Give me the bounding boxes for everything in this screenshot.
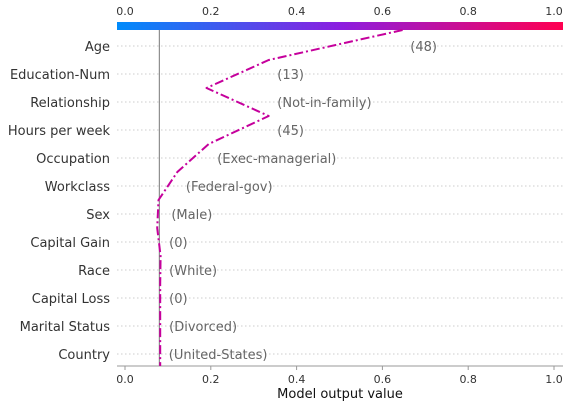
feature-value-label: (0) (169, 236, 187, 251)
feature-value-label: (Not-in-family) (277, 96, 371, 111)
feature-value-label: (0) (169, 292, 187, 307)
feature-name-label: Relationship (30, 96, 110, 111)
feature-name-label: Occupation (36, 152, 110, 167)
feature-value-label: (Exec-managerial) (217, 152, 336, 167)
feature-name-label: Capital Loss (32, 292, 110, 307)
bottom-tick-label: 0.8 (459, 373, 477, 386)
colorbar (117, 22, 563, 30)
feature-value-label: (Divorced) (169, 320, 237, 335)
bottom-axis-ticks: 0.0 0.2 0.4 0.6 0.8 1.0 (116, 366, 563, 386)
bottom-tick-label: 0.0 (116, 373, 134, 386)
feature-name-label: Sex (86, 208, 110, 223)
bottom-tick-label: 0.2 (202, 373, 220, 386)
feature-name-label: Race (78, 264, 110, 279)
top-tick-label: 0.4 (288, 5, 306, 18)
feature-labels: Age Education-Num Relationship Hours per we… (8, 40, 111, 363)
feature-value-label: (45) (277, 124, 304, 139)
top-tick-label: 0.6 (374, 5, 392, 18)
top-tick-label: 1.0 (545, 5, 563, 18)
x-axis-title: Model output value (277, 387, 403, 402)
top-axis-ticks: 0.0 0.2 0.4 0.6 0.8 1.0 (116, 5, 563, 18)
feature-name-label: Capital Gain (30, 236, 110, 251)
feature-name-label: Country (58, 348, 110, 363)
feature-value-labels: (48) (13) (Not-in-family) (45) (Exec-manager… (169, 40, 437, 363)
feature-value-label: (White) (169, 264, 217, 279)
feature-value-label: (United-States) (169, 348, 268, 363)
decision-line-group (156, 29, 403, 366)
feature-value-label: (48) (410, 40, 437, 55)
decision-path-line (156, 29, 403, 366)
bottom-tick-label: 0.6 (374, 373, 392, 386)
bottom-tick-label: 0.4 (288, 373, 306, 386)
feature-value-label: (13) (277, 68, 304, 83)
bottom-tick-label: 1.0 (545, 373, 563, 386)
feature-name-label: Education-Num (10, 68, 110, 83)
feature-value-label: (Male) (171, 208, 212, 223)
top-tick-label: 0.0 (116, 5, 134, 18)
row-gridlines (117, 45, 563, 355)
feature-name-label: Age (85, 40, 110, 55)
top-tick-label: 0.2 (202, 5, 220, 18)
top-tick-label: 0.8 (459, 5, 477, 18)
feature-name-label: Marital Status (20, 320, 111, 335)
feature-value-label: (Federal-gov) (186, 180, 273, 195)
feature-name-label: Hours per week (8, 124, 111, 139)
feature-name-label: Workclass (45, 180, 110, 195)
